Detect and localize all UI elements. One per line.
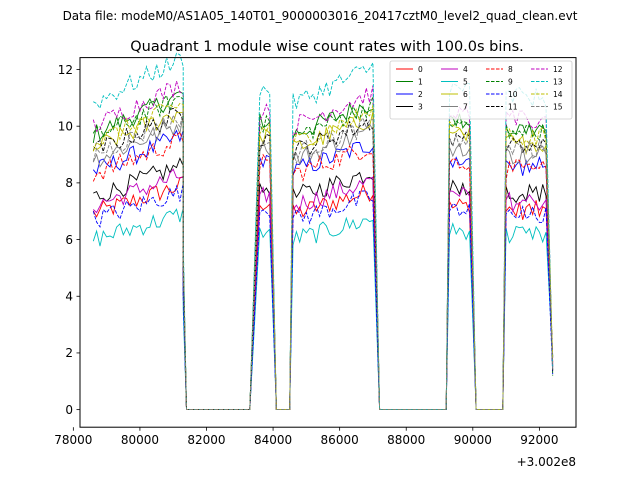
legend-label-4: 4 — [463, 65, 468, 74]
series-line-1 — [92, 91, 554, 411]
x-tick-label: 84000 — [254, 433, 292, 447]
legend-label-8: 8 — [508, 65, 513, 74]
x-tick-label: 86000 — [321, 433, 359, 447]
chart-title: Quadrant 1 module wise count rates with … — [130, 39, 524, 55]
legend-label-3: 3 — [418, 103, 423, 112]
legend-label-14: 14 — [553, 90, 563, 99]
legend-label-12: 12 — [553, 65, 563, 74]
y-tick-label: 8 — [65, 176, 73, 190]
x-tick-label: 80000 — [121, 433, 159, 447]
y-ticks: 0 2 4 6 8 10 12 — [58, 63, 80, 417]
legend-label-15: 15 — [553, 103, 563, 112]
series-line-2 — [92, 129, 554, 411]
legend-label-7: 7 — [463, 103, 468, 112]
legend-label-6: 6 — [463, 90, 468, 99]
series-layer — [92, 52, 554, 411]
legend-label-10: 10 — [508, 90, 518, 99]
x-ticks: 78000 80000 82000 84000 86000 88000 90000 92000 — [54, 427, 558, 447]
x-tick-label: 88000 — [387, 433, 425, 447]
legend-label-0: 0 — [418, 65, 423, 74]
y-tick-label: 0 — [65, 403, 73, 417]
legend-label-2: 2 — [418, 90, 423, 99]
y-tick-label: 2 — [65, 346, 73, 360]
series-line-5 — [92, 207, 554, 411]
x-tick-label: 82000 — [187, 433, 225, 447]
legend-label-11: 11 — [508, 103, 518, 112]
legend-label-5: 5 — [463, 78, 468, 87]
y-tick-label: 10 — [58, 119, 73, 133]
series-line-0 — [92, 176, 554, 411]
axes-frame — [79, 57, 577, 428]
series-line-6 — [92, 111, 554, 411]
series-line-14 — [92, 102, 554, 411]
series-line-3 — [93, 157, 554, 411]
x-tick-label: 90000 — [454, 433, 492, 447]
x-tick-label: 78000 — [54, 433, 92, 447]
x-offset-label: +3.002e8 — [517, 455, 576, 469]
series-line-15 — [92, 111, 554, 411]
header-text: Data file: modeM0/AS1A05_140T01_90000030… — [63, 9, 578, 23]
x-tick-label: 92000 — [520, 433, 558, 447]
legend-box — [389, 60, 573, 120]
y-tick-label: 6 — [65, 233, 73, 247]
series-line-7 — [92, 114, 554, 411]
series-line-12 — [92, 80, 554, 411]
legend-label-13: 13 — [553, 78, 563, 87]
series-line-4 — [92, 168, 554, 411]
plot-area: 78000 80000 82000 84000 86000 88000 90000 92000… — [54, 52, 577, 469]
series-line-8 — [92, 131, 554, 411]
legend-label-1: 1 — [418, 78, 423, 87]
y-tick-label: 12 — [58, 63, 73, 77]
y-tick-label: 4 — [65, 290, 73, 304]
legend-label-9: 9 — [508, 78, 513, 87]
series-line-10 — [92, 182, 554, 411]
